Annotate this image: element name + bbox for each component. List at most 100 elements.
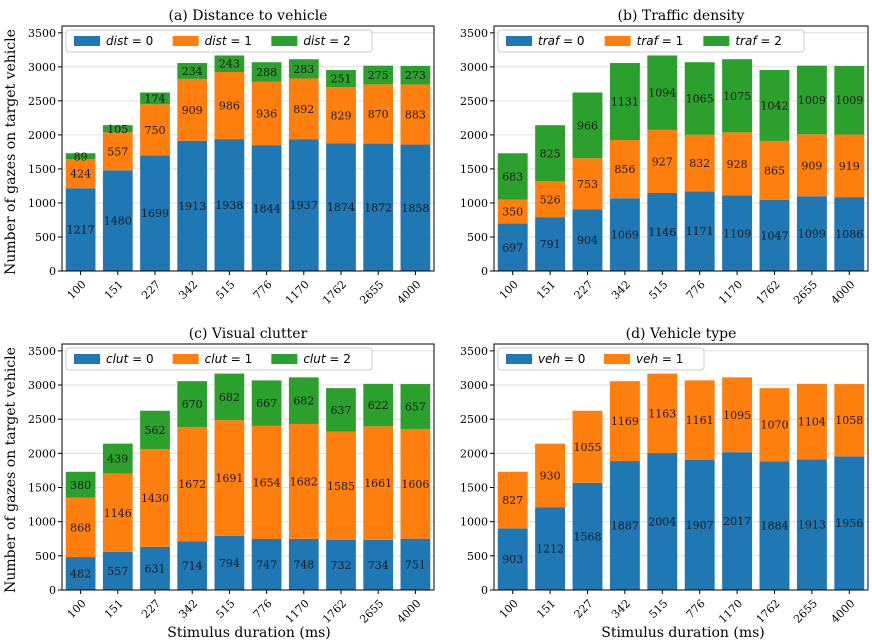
- bar-segment: [497, 199, 528, 224]
- bar-segment: [647, 55, 678, 130]
- bar-value-label: 1682: [290, 475, 318, 488]
- bar-segment: [796, 459, 827, 590]
- axes-frame: [493, 343, 869, 591]
- axes-frame: [61, 343, 435, 591]
- bar-segment: [400, 144, 431, 271]
- bar-segment: [177, 426, 208, 542]
- bar-value-label: 1480: [104, 215, 132, 228]
- axes-frame: [61, 25, 435, 272]
- bar-value-label: 909: [801, 159, 822, 172]
- bar-segment: [65, 188, 96, 271]
- bar-segment: [684, 459, 715, 590]
- bar-segment: [834, 197, 865, 271]
- x-axis-label-left: Stimulus duration (ms): [167, 625, 331, 641]
- bar-segment: [834, 134, 865, 198]
- bar-value-label: 273: [405, 69, 426, 82]
- bar-value-label: 714: [182, 560, 203, 573]
- bar-value-label: 868: [70, 521, 91, 534]
- bar-segment: [572, 482, 603, 590]
- bar-value-label: 1086: [835, 228, 863, 241]
- bar-value-label: 683: [502, 171, 523, 184]
- legend-entry-label: traf = 2: [735, 34, 782, 48]
- bar-segment: [400, 428, 431, 539]
- legend-swatch: [74, 36, 100, 46]
- y-tick-label: 0: [49, 265, 56, 278]
- bar-segment: [177, 140, 208, 271]
- bar-value-label: 734: [368, 559, 389, 572]
- bar-segment: [288, 59, 319, 79]
- bar-value-label: 1956: [835, 517, 863, 530]
- bar-segment: [796, 196, 827, 271]
- bar-segment: [288, 538, 319, 590]
- bar-segment: [400, 65, 431, 85]
- legend-swatch: [74, 354, 100, 364]
- bar-segment: [214, 139, 245, 271]
- bar-segment: [363, 426, 394, 540]
- legend-swatch: [506, 36, 532, 46]
- bar-value-label: 825: [540, 147, 561, 160]
- bar-value-label: 1009: [835, 94, 863, 107]
- bar-value-label: 1104: [798, 416, 826, 429]
- bar-value-label: 2004: [648, 516, 676, 529]
- y-tick-label: 500: [467, 231, 488, 244]
- bar-value-label: 791: [540, 238, 561, 251]
- bar-value-label: 1568: [574, 530, 602, 543]
- bar-segment: [288, 423, 319, 539]
- legend-swatch: [172, 36, 199, 46]
- bar-value-label: 1913: [178, 200, 206, 213]
- bar-segment: [796, 383, 827, 460]
- y-tick-label: 3000: [28, 61, 56, 74]
- legend-swatch: [604, 36, 631, 46]
- y-tick-label: 0: [481, 265, 488, 278]
- bar-segment: [535, 125, 566, 182]
- bar-segment: [102, 443, 133, 474]
- bar-segment: [572, 92, 603, 159]
- y-tick-label: 3500: [460, 27, 488, 40]
- bar-value-label: 904: [577, 234, 598, 247]
- bar-segment: [535, 181, 566, 218]
- bar-value-label: 1907: [686, 519, 714, 532]
- legend-swatch: [172, 354, 199, 364]
- bar-value-label: 439: [107, 453, 128, 466]
- chart-panels: 1217424891001480557105151169975017422719…: [28, 8, 869, 626]
- y-tick-label: 3500: [28, 345, 56, 358]
- y-tick-label: 1500: [460, 163, 488, 176]
- bar-segment: [326, 69, 356, 88]
- bar-segment: [65, 557, 96, 590]
- legend-entry-label: veh = 1: [636, 352, 683, 366]
- bar-value-label: 1146: [104, 507, 132, 520]
- y-tick-label: 500: [35, 550, 56, 563]
- bar-value-label: 892: [293, 103, 314, 116]
- legend-swatch: [703, 36, 730, 46]
- bar-value-label: 832: [689, 157, 710, 170]
- bar-segment: [722, 452, 753, 590]
- bar-segment: [834, 384, 865, 457]
- legend-swatch: [271, 354, 298, 364]
- legend-swatch: [506, 354, 532, 364]
- legend-entry-label: dist = 2: [303, 34, 350, 48]
- bar-segment: [572, 209, 603, 271]
- bar-segment: [400, 84, 431, 145]
- bar-segment: [140, 155, 170, 271]
- y-tick-label: 2000: [28, 129, 56, 142]
- bar-value-label: 1163: [648, 407, 676, 420]
- bar-value-label: 1131: [611, 96, 639, 109]
- legend-box: [65, 29, 373, 53]
- bar-segment: [363, 539, 394, 590]
- bar-value-label: 1055: [574, 441, 602, 454]
- legend-box: [497, 347, 705, 371]
- bar-value-label: 1161: [686, 414, 714, 427]
- legend-entry-label: clut = 2: [303, 352, 351, 366]
- bar-value-label: 380: [70, 479, 91, 492]
- y-tick-label: 1500: [28, 482, 56, 495]
- y-tick-label: 1000: [460, 516, 488, 529]
- bar-segment: [102, 551, 133, 590]
- legend: dist = 0 dist = 1 dist = 2: [65, 29, 373, 53]
- bar-value-label: 1146: [648, 226, 676, 239]
- bar-value-label: 1212: [536, 543, 564, 556]
- bar-segment: [326, 539, 356, 590]
- bar-value-label: 919: [839, 160, 860, 173]
- bar-segment: [102, 132, 133, 171]
- bar-segment: [214, 72, 245, 140]
- bar-value-label: 667: [256, 397, 277, 410]
